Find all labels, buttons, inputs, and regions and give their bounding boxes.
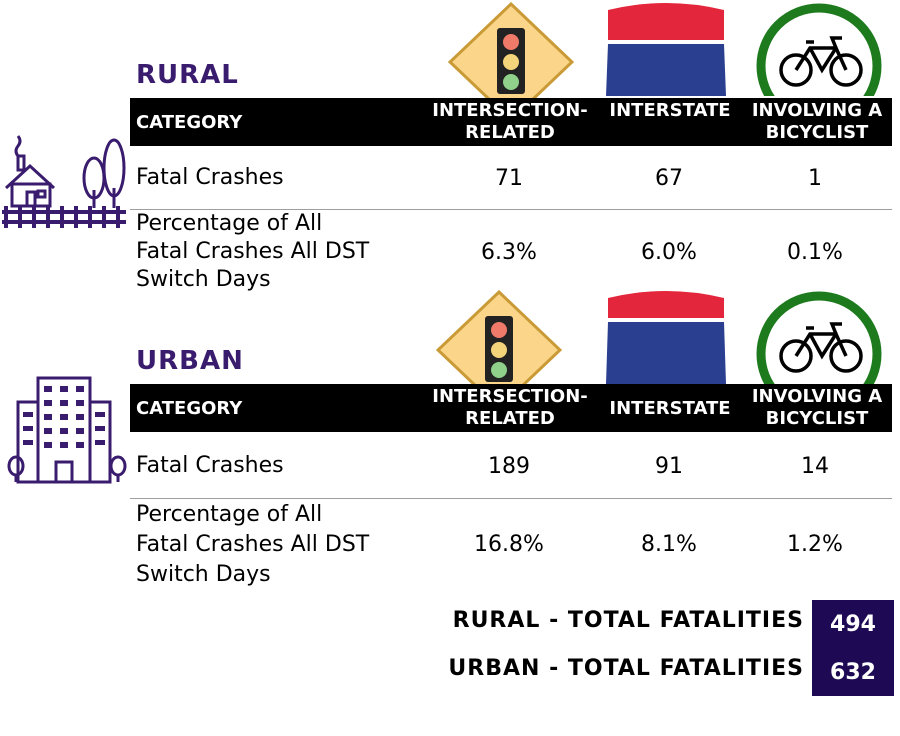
intersection-header: INTERSECTION- RELATED [432,386,588,429]
category-header: CATEGORY [136,398,243,419]
bicycle-sign-icon [756,0,882,96]
urban-intersection-fatal: 189 [488,454,530,479]
urban-title: URBAN [136,346,244,376]
rural-total-label: RURAL - TOTAL FATALITIES [452,608,804,633]
rural-interstate-fatal: 67 [655,166,683,191]
rural-bicyclist-fatal: 1 [808,166,822,191]
rural-bicyclist-pct: 0.1% [787,240,843,265]
urban-interstate-pct: 8.1% [641,532,697,557]
urban-total-label: URBAN - TOTAL FATALITIES [448,656,804,681]
urban-total-value: 632 [812,648,894,696]
urban-header-bar: CATEGORY INTERSECTION- RELATED INTERSTAT… [130,384,892,432]
rural-header-bar: CATEGORY INTERSECTION- RELATED INTERSTAT… [130,98,892,146]
bicycle-sign-icon [756,286,882,384]
interstate-header: INTERSTATE [609,398,731,419]
interstate-shield-icon [602,0,730,96]
row-label-fatal-crashes: Fatal Crashes [136,165,284,190]
intersection-header: INTERSECTION- RELATED [432,100,588,143]
bicyclist-header: INVOLVING A BICYCLIST [751,100,883,143]
row-label-percentage: Percentage of All Fatal Crashes All DST … [136,502,370,587]
urban-bicyclist-pct: 1.2% [787,532,843,557]
rural-house-icon [0,128,128,232]
city-building-icon [4,374,130,486]
interstate-shield-icon [602,288,730,384]
interstate-header: INTERSTATE [609,100,731,121]
bicyclist-header: INVOLVING A BICYCLIST [751,386,883,429]
row-label-percentage: Percentage of All Fatal Crashes All DST … [136,211,370,292]
traffic-light-sign-icon [436,290,562,384]
row-divider [130,209,892,210]
row-label-fatal-crashes: Fatal Crashes [136,453,284,478]
rural-intersection-pct: 6.3% [481,240,537,265]
rural-interstate-pct: 6.0% [641,240,697,265]
urban-intersection-pct: 16.8% [474,532,544,557]
category-header: CATEGORY [136,112,243,133]
rural-intersection-fatal: 71 [495,166,523,191]
rural-total-value: 494 [812,600,894,648]
row-divider [130,498,892,499]
traffic-light-sign-icon [448,2,574,98]
urban-interstate-fatal: 91 [655,454,683,479]
urban-bicyclist-fatal: 14 [801,454,829,479]
rural-title: RURAL [136,60,239,90]
